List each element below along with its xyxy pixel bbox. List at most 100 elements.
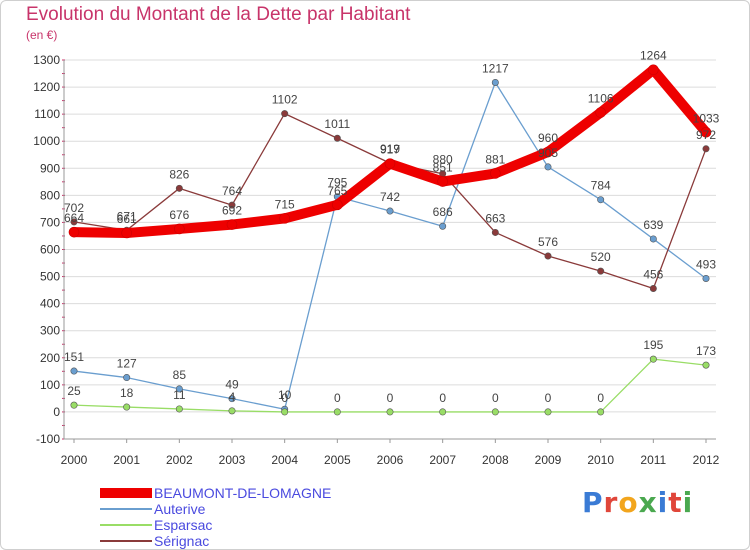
- data-label: 826: [169, 167, 189, 181]
- data-label: 11: [173, 388, 186, 402]
- y-tick-label: 400: [40, 297, 60, 311]
- legend-label: Sérignac: [154, 533, 210, 549]
- data-point: [595, 107, 606, 118]
- data-label: 686: [433, 205, 453, 219]
- data-label: 1102: [272, 93, 298, 107]
- data-point: [649, 235, 657, 243]
- data-label: 49: [225, 378, 239, 392]
- y-tick-label: 1300: [33, 53, 60, 67]
- data-label: 0: [597, 391, 604, 405]
- data-point: [437, 176, 448, 187]
- data-point: [384, 158, 396, 169]
- data-point: [281, 110, 289, 118]
- logo-letter: r: [603, 486, 619, 519]
- data-label: 0: [387, 391, 394, 405]
- data-point: [491, 408, 499, 416]
- data-point: [491, 78, 499, 86]
- data-point: [544, 408, 552, 416]
- data-point: [279, 213, 290, 224]
- data-point: [702, 145, 710, 153]
- chart-subtitle: (en €): [26, 28, 58, 42]
- data-label: 25: [67, 384, 81, 398]
- data-label: 4: [229, 390, 236, 404]
- data-label: 692: [222, 204, 242, 218]
- data-label: 0: [281, 391, 288, 405]
- data-label: 85: [173, 368, 187, 382]
- legend-swatch: [100, 488, 152, 498]
- data-point: [175, 405, 183, 413]
- data-label: 639: [643, 218, 663, 232]
- data-point: [228, 201, 236, 209]
- legend-item: Auterive: [100, 502, 205, 516]
- y-tick-label: 700: [40, 215, 60, 229]
- data-label: 972: [696, 128, 716, 142]
- data-point: [70, 218, 78, 226]
- data-point: [228, 395, 236, 403]
- data-label: 0: [492, 391, 499, 405]
- data-point: [70, 401, 78, 409]
- y-tick-label: -100: [36, 432, 60, 446]
- data-label: 173: [696, 344, 716, 358]
- proxiti-logo: Proxiti: [582, 486, 693, 519]
- legend-label: Esparsac: [154, 517, 213, 533]
- data-point: [490, 168, 501, 179]
- data-point: [649, 355, 657, 363]
- legend-swatch: [100, 508, 152, 510]
- logo-letter: x: [638, 486, 658, 519]
- data-label: 919: [380, 142, 400, 156]
- data-point: [175, 385, 183, 393]
- legend-label: BEAUMONT-DE-LOMAGNE: [154, 485, 332, 501]
- data-point: [333, 408, 341, 416]
- data-label: 661: [117, 212, 137, 226]
- data-point: [439, 222, 447, 230]
- data-label: 151: [64, 350, 84, 364]
- data-label: 456: [643, 267, 663, 281]
- y-tick-label: 900: [40, 161, 60, 175]
- y-tick-label: 300: [40, 324, 60, 338]
- logo-letter: i: [682, 486, 694, 519]
- legend-item: BEAUMONT-DE-LOMAGNE: [100, 486, 331, 500]
- data-label: 664: [64, 211, 84, 225]
- data-point: [702, 274, 710, 282]
- y-tick-label: 1000: [33, 134, 60, 148]
- data-label: 663: [485, 211, 505, 225]
- data-label: 0: [545, 391, 552, 405]
- data-point: [544, 163, 552, 171]
- x-tick-label: 2011: [640, 453, 666, 467]
- data-label: 702: [64, 201, 84, 215]
- data-label: 10: [278, 388, 292, 402]
- data-label: 881: [485, 152, 505, 166]
- data-point: [226, 219, 238, 230]
- x-tick-label: 2010: [587, 453, 614, 467]
- data-point: [648, 64, 659, 76]
- x-tick-label: 2012: [693, 453, 720, 467]
- x-tick-label: 2006: [377, 453, 404, 467]
- data-label: 493: [696, 257, 716, 271]
- data-label: 1106: [588, 92, 614, 106]
- y-tick-label: 600: [40, 243, 60, 257]
- data-label: 0: [334, 391, 341, 405]
- legend-label: Auterive: [154, 501, 206, 517]
- x-tick-label: 2000: [61, 453, 88, 467]
- data-point: [333, 134, 341, 142]
- data-label: 795: [327, 176, 347, 190]
- x-tick-label: 2003: [219, 453, 246, 467]
- data-point: [597, 408, 605, 416]
- x-tick-label: 2008: [482, 453, 509, 467]
- data-label: 520: [591, 250, 611, 264]
- data-label: 917: [380, 143, 400, 157]
- data-label: 784: [591, 179, 611, 193]
- data-label: 905: [538, 146, 558, 160]
- data-point: [123, 403, 131, 411]
- logo-letter: i: [657, 486, 669, 519]
- data-label: 0: [439, 391, 446, 405]
- chart-title: Evolution du Montant de la Dette par Hab…: [26, 4, 411, 25]
- data-label: 195: [643, 338, 663, 352]
- legend-swatch: [100, 524, 152, 526]
- data-point: [228, 407, 236, 415]
- x-tick-label: 2004: [271, 453, 298, 467]
- y-tick-label: 1200: [33, 80, 60, 94]
- data-label: 1033: [693, 111, 720, 125]
- data-point: [175, 184, 183, 192]
